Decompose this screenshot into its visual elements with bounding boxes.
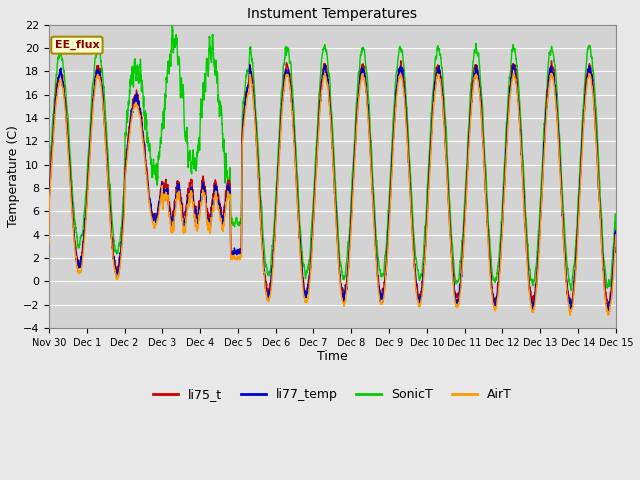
li77_temp	[604, 311, 612, 316]
li75_t	[45, 227, 52, 232]
Y-axis label: Temperature (C): Temperature (C)	[7, 125, 20, 228]
Line: li77_temp: li77_temp	[49, 64, 616, 313]
AirT	[612, 243, 620, 249]
li77_temp	[612, 250, 620, 255]
li77_temp	[147, 201, 155, 207]
li77_temp	[492, 303, 499, 309]
li77_temp	[509, 61, 517, 67]
SonicT	[611, 216, 619, 221]
SonicT	[147, 158, 155, 164]
li77_temp	[611, 229, 619, 235]
SonicT	[168, 21, 176, 26]
SonicT	[460, 220, 467, 226]
AirT	[45, 240, 52, 246]
AirT	[428, 130, 436, 136]
li75_t	[611, 230, 619, 236]
AirT	[147, 211, 155, 217]
SonicT	[492, 277, 500, 283]
AirT	[492, 306, 499, 312]
Text: EE_flux: EE_flux	[54, 40, 99, 50]
AirT	[548, 71, 556, 76]
AirT	[611, 240, 619, 246]
li77_temp	[428, 121, 436, 127]
SonicT	[312, 158, 319, 164]
li75_t	[312, 179, 319, 185]
SonicT	[45, 228, 52, 233]
li77_temp	[45, 231, 52, 237]
X-axis label: Time: Time	[317, 350, 348, 363]
li75_t	[612, 247, 620, 252]
Line: li75_t: li75_t	[49, 61, 616, 309]
li77_temp	[312, 180, 319, 186]
SonicT	[612, 233, 620, 239]
AirT	[566, 312, 574, 318]
li77_temp	[460, 239, 467, 244]
Line: SonicT: SonicT	[49, 24, 616, 290]
Legend: li75_t, li77_temp, SonicT, AirT: li75_t, li77_temp, SonicT, AirT	[148, 384, 517, 407]
li75_t	[492, 298, 500, 303]
SonicT	[568, 288, 575, 293]
li75_t	[460, 237, 467, 243]
li75_t	[397, 58, 404, 64]
SonicT	[428, 99, 436, 105]
Title: Instument Temperatures: Instument Temperatures	[248, 7, 417, 21]
AirT	[312, 188, 319, 194]
li75_t	[147, 202, 155, 208]
AirT	[460, 249, 467, 254]
li75_t	[428, 117, 436, 123]
li75_t	[604, 306, 612, 312]
Line: AirT: AirT	[49, 73, 616, 315]
